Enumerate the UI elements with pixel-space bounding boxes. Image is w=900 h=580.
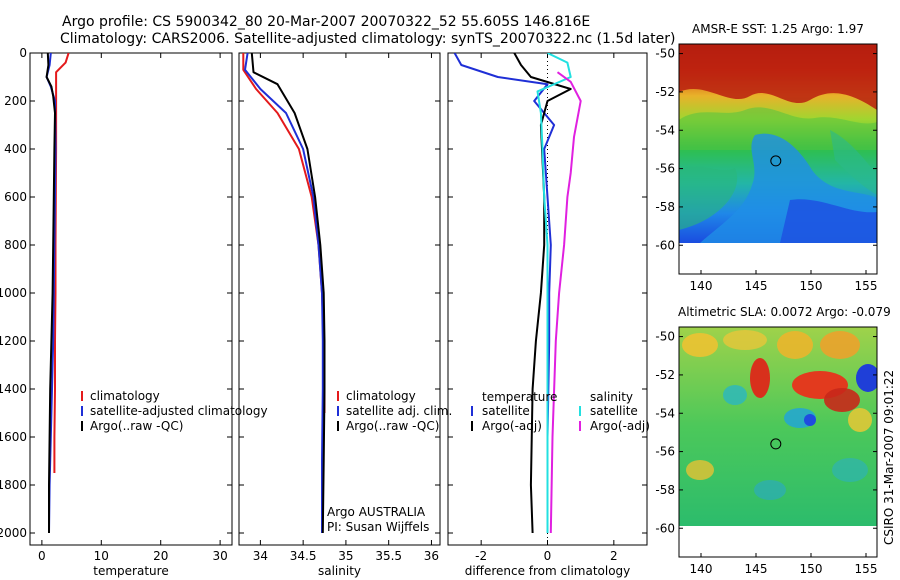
ytick-label: 2000	[0, 526, 27, 540]
ytick-label: 1400	[0, 382, 27, 396]
salinity-profile-chart: 34 34.5 35 35.5 36 salinity climatologysatelli…	[238, 52, 452, 578]
legend-label: satellite adj. clim.	[346, 404, 452, 418]
temperature-xlabel: temperature	[93, 564, 168, 578]
temperature-xtick-label: 20	[153, 549, 168, 563]
difference-xtick-label: 2	[610, 549, 618, 563]
ytick-label: 1800	[0, 478, 27, 492]
legend-label: Argo(..raw -QC)	[90, 419, 183, 433]
salinity-series-satellite-adj-clim-	[244, 53, 324, 533]
temperature-series-argo-raw-qc-	[45, 53, 56, 533]
ytick-label: 600	[4, 190, 27, 204]
sla-argo-position-marker	[770, 438, 782, 450]
temperature-profile-chart: 0 200 400 600 800 1000 1200 1400 1600 1800 2000 0 10…	[0, 46, 268, 578]
salinity-xtick-label: 34.5	[290, 549, 317, 563]
sla-map-xtick-label: 150	[800, 562, 823, 576]
salinity-series-climatology	[242, 53, 326, 413]
legend-header: temperature	[482, 390, 557, 404]
sst-argo-position-marker	[770, 155, 782, 167]
temperature-xtick-label: 10	[94, 549, 109, 563]
legend-label: Argo(-adj)	[482, 419, 542, 433]
sst-map: AMSR-E SST: 1.25 Argo: 1.97 -50 -52 -54 -56…	[655, 22, 878, 293]
ytick-label: 1000	[0, 286, 27, 300]
temperature-series-climatology	[53, 53, 70, 473]
sst-map-xtick-label: 145	[745, 279, 768, 293]
legend-label: climatology	[346, 389, 416, 403]
salinity-xlabel: salinity	[318, 564, 361, 578]
figure-title-line2: Climatology: CARS2006. Satellite-adjuste…	[60, 31, 675, 47]
difference-series-temperature-argo-adj-	[513, 53, 572, 534]
sst-map-xtick-label: 155	[855, 279, 878, 293]
legend-label: Argo(-adj)	[590, 419, 650, 433]
sla-field	[679, 327, 877, 526]
sst-map-ytick-label: -52	[655, 85, 675, 99]
sst-map-ytick-label: -50	[655, 47, 675, 61]
sla-map-ytick-label: -60	[655, 521, 675, 535]
difference-legend: temperaturesatelliteArgo(-adj)salinitysa…	[471, 390, 650, 433]
difference-series-salinity-argo-adj-	[549, 71, 582, 534]
timestamp-side-label: CSIRO 31-Mar-2007 09:01:22	[882, 370, 896, 545]
sst-map-ytick-label: -54	[655, 123, 675, 137]
ytick-label: 1600	[0, 430, 27, 444]
ytick-label: 0	[19, 46, 27, 60]
legend-label: satellite-adjusted climatology	[90, 404, 268, 418]
ytick-label: 200	[4, 94, 27, 108]
sla-map-ytick-label: -58	[655, 483, 675, 497]
sla-map-ytick-label: -56	[655, 445, 675, 459]
sla-map-title: Altimetric SLA: 0.0072 Argo: -0.079	[678, 305, 891, 319]
sla-map: Altimetric SLA: 0.0072 Argo: -0.079 -50 -…	[655, 305, 890, 576]
sst-field	[679, 44, 877, 243]
sla-map-xtick-label: 155	[855, 562, 878, 576]
legend-header: salinity	[590, 390, 633, 404]
ytick-label: 800	[4, 238, 27, 252]
ytick-label: 1200	[0, 334, 27, 348]
legend-label: satellite	[590, 404, 638, 418]
difference-xlabel: difference from climatology	[465, 564, 631, 578]
salinity-series-argo-raw-qc-	[250, 53, 326, 534]
argo-note-line2: PI: Susan Wijffels	[327, 520, 429, 534]
temperature-plot-frame	[29, 52, 233, 546]
temperature-xtick-label: 30	[212, 549, 227, 563]
sla-map-ytick-label: -52	[655, 368, 675, 382]
salinity-xtick-label: 36	[424, 549, 439, 563]
legend-label: Argo(..raw -QC)	[346, 419, 439, 433]
sst-map-ytick-label: -60	[655, 238, 675, 252]
difference-series-salinity-satellite	[536, 53, 572, 533]
sla-map-xtick-label: 140	[690, 562, 713, 576]
salinity-xtick-label: 35	[338, 549, 353, 563]
difference-series-temperature-satellite	[453, 53, 556, 533]
salinity-xtick-label: 34	[253, 549, 268, 563]
sst-map-xtick-label: 150	[800, 279, 823, 293]
sla-map-ytick-label: -50	[655, 330, 675, 344]
salinity-xtick-label: 35.5	[375, 549, 402, 563]
legend-label: climatology	[90, 389, 160, 403]
sla-map-ytick-label: -54	[655, 406, 675, 420]
sla-map-xtick-label: 145	[745, 562, 768, 576]
difference-xtick-label: -2	[475, 549, 487, 563]
salinity-plot-frame	[238, 52, 441, 546]
sst-map-ytick-label: -56	[655, 162, 675, 176]
sst-map-title: AMSR-E SST: 1.25 Argo: 1.97	[692, 22, 864, 36]
legend-label: satellite	[482, 404, 530, 418]
temperature-xtick-label: 0	[38, 549, 46, 563]
sst-map-ytick-label: -58	[655, 200, 675, 214]
difference-xtick-label: 0	[544, 549, 552, 563]
argo-note-line1: Argo AUSTRALIA	[327, 505, 426, 519]
ytick-label: 400	[4, 142, 27, 156]
sst-map-xtick-label: 140	[690, 279, 713, 293]
figure-title-line1: Argo profile: CS 5900342_80 20-Mar-2007 …	[62, 14, 590, 30]
